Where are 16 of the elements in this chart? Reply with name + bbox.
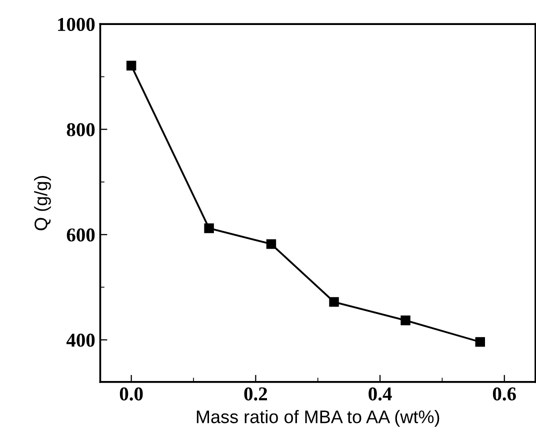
x-tick-label: 0.2 <box>244 387 267 401</box>
point <box>400 316 410 326</box>
x-axis-title: Mass ratio of MBA to AA (wt%) <box>196 410 440 427</box>
y-tick-label: 800 <box>66 123 95 136</box>
point <box>475 337 485 347</box>
point <box>266 239 276 249</box>
point <box>329 297 339 307</box>
y-tick-label: 1000 <box>58 18 95 32</box>
point <box>126 60 136 71</box>
y-tick-label: 400 <box>66 334 95 347</box>
x-tick-label: 0.4 <box>368 387 392 401</box>
x-tick-label: 0.6 <box>492 387 516 401</box>
y-tick-label: 600 <box>66 228 95 242</box>
y-axis-title: Q (g/g) <box>34 176 51 230</box>
x-tick-label: 0.0 <box>120 387 143 401</box>
point <box>204 223 214 234</box>
